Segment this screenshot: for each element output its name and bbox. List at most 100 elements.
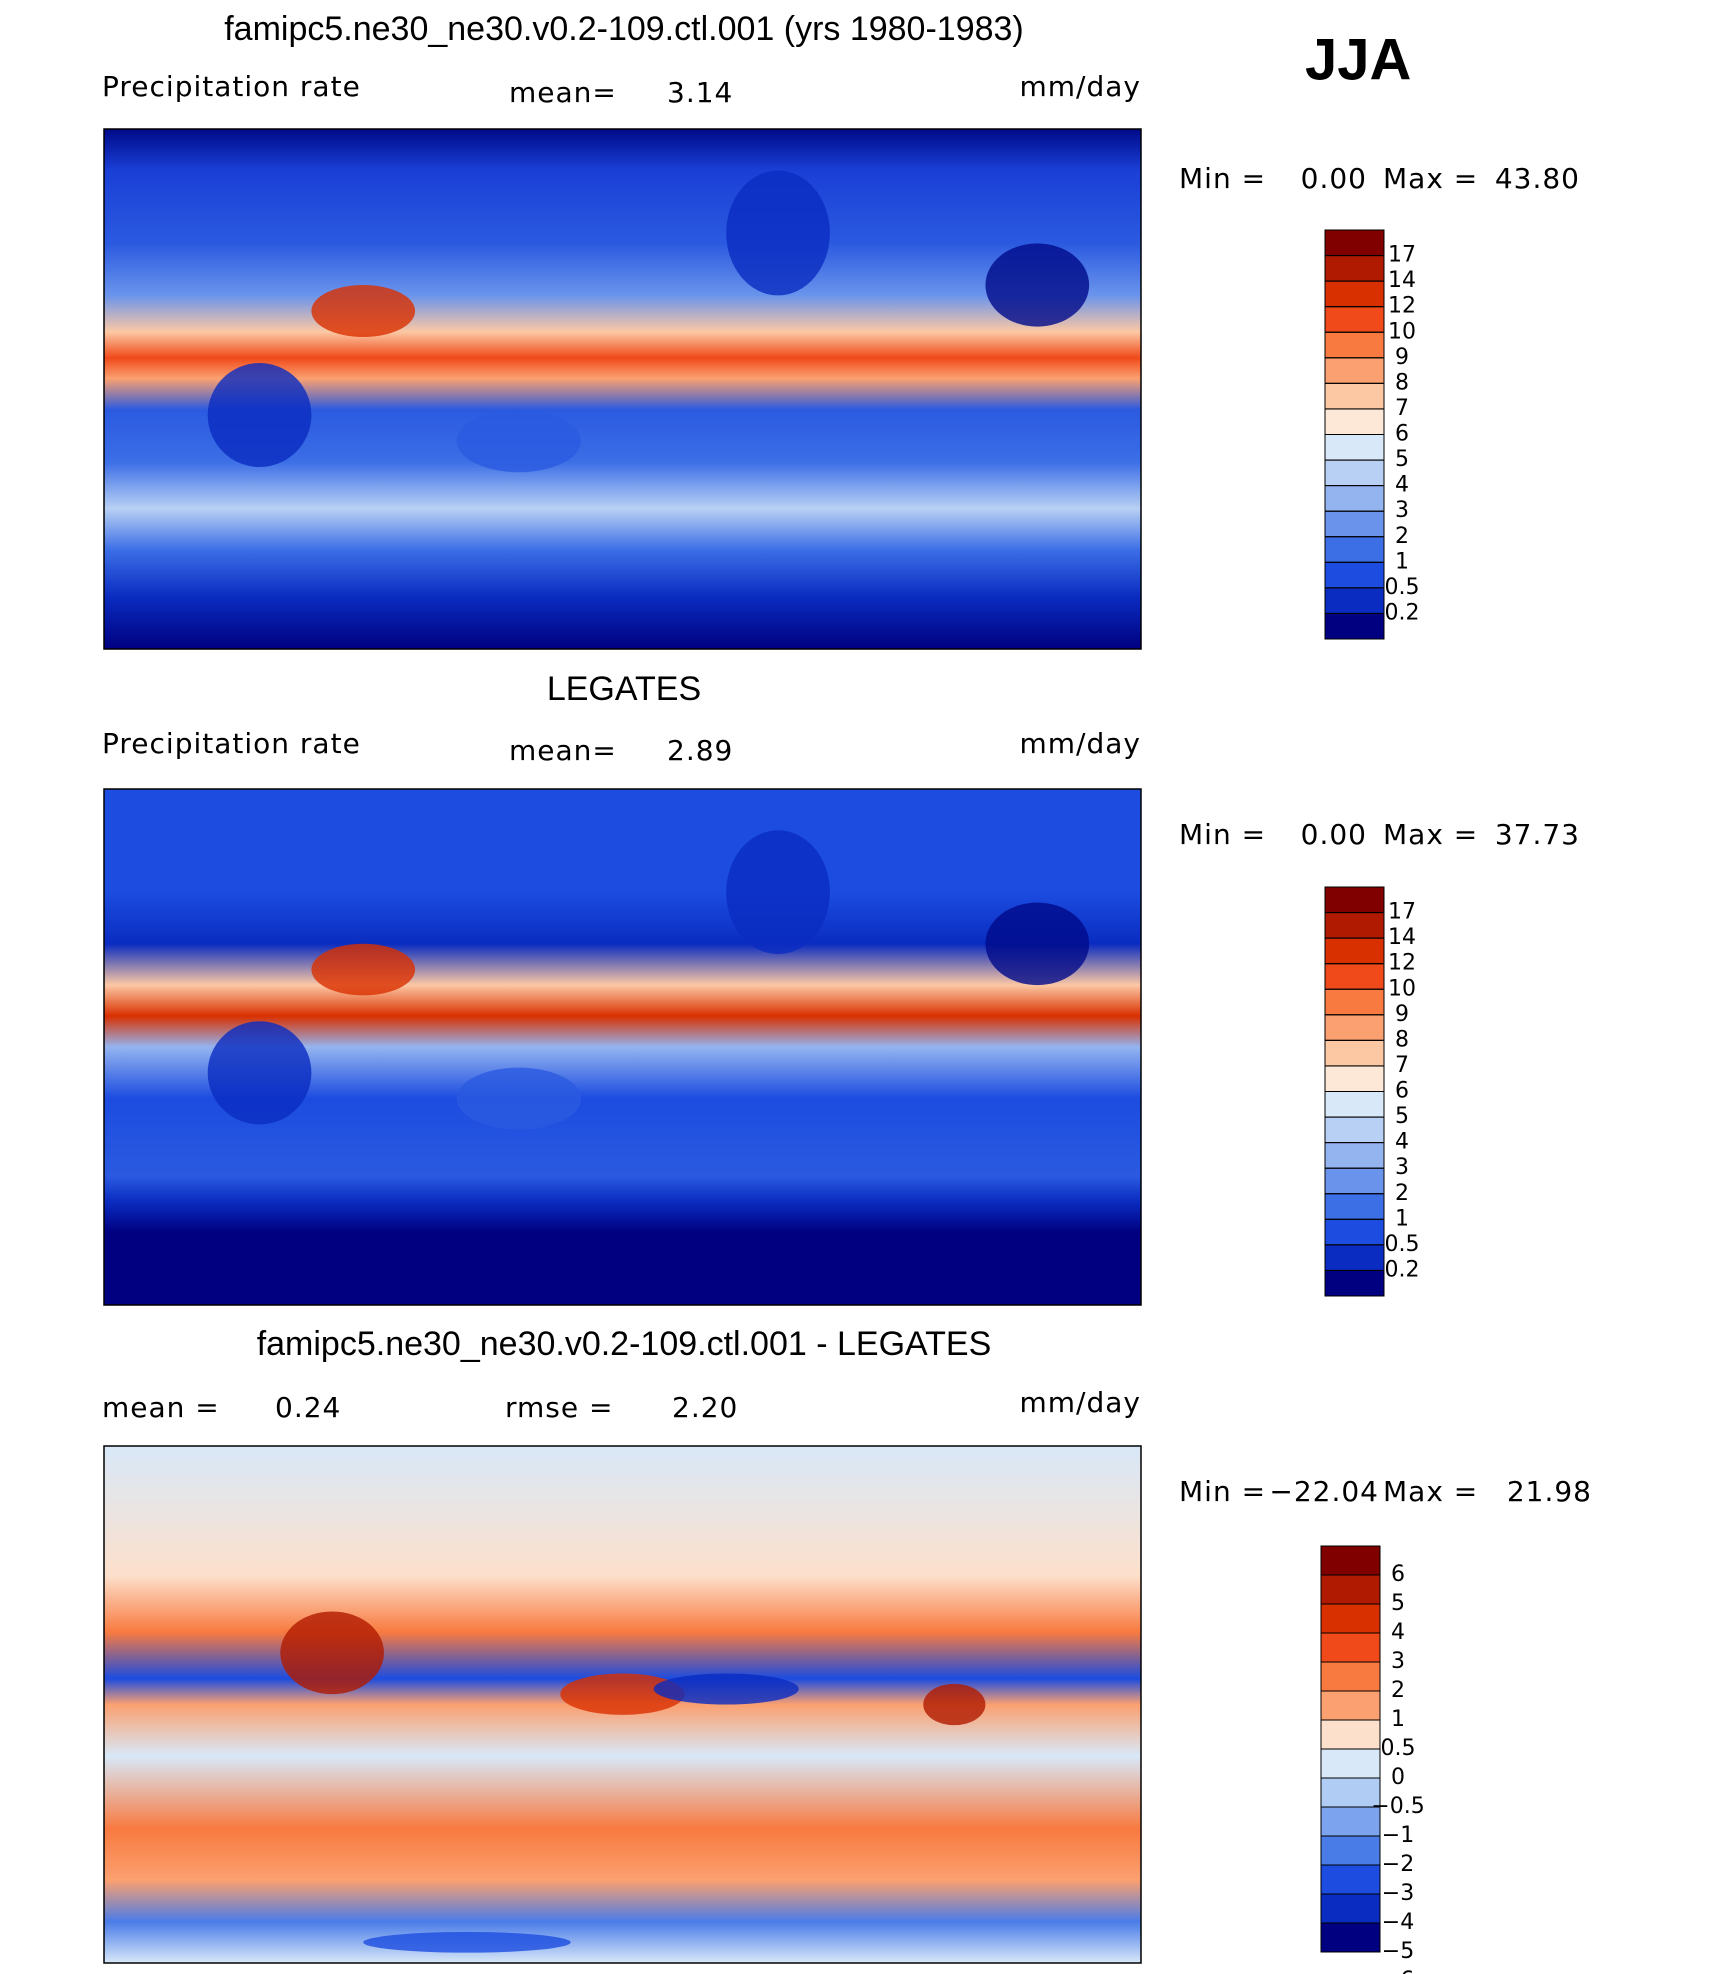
- map-feature: [985, 243, 1090, 327]
- map-frame: [103, 788, 1142, 1306]
- colorbar-label: 6: [1395, 422, 1409, 447]
- colorbar-label: 0.5: [1385, 1232, 1420, 1257]
- colorbar-box: [1324, 1218, 1385, 1246]
- colorbar-box: [1320, 1574, 1381, 1605]
- colorbar-label: 2: [1391, 1678, 1405, 1703]
- min-value: −22.04: [1269, 1475, 1379, 1508]
- left-label: Precipitation rate: [102, 727, 361, 760]
- colorbar-box: [1324, 229, 1385, 257]
- panel-title: LEGATES: [547, 670, 701, 708]
- colorbar-box: [1324, 357, 1385, 384]
- map-feature: [456, 1067, 582, 1130]
- colorbar-box: [1324, 1167, 1385, 1195]
- max-value: 21.98: [1507, 1475, 1592, 1508]
- stat-value: 2.20: [672, 1391, 738, 1424]
- colorbar-label: 5: [1391, 1591, 1405, 1616]
- colorbar-label: −2: [1382, 1852, 1414, 1877]
- map-feature: [207, 363, 312, 467]
- colorbar-box: [1324, 912, 1385, 939]
- stat-label: mean =: [102, 1391, 220, 1424]
- max-label: Max =: [1383, 818, 1478, 851]
- colorbar-box: [1324, 331, 1385, 359]
- colorbar-label: −5: [1382, 1939, 1414, 1964]
- colorbar-label: 17: [1388, 900, 1416, 925]
- colorbar-label: 12: [1388, 294, 1416, 319]
- map-feature: [311, 285, 416, 337]
- colorbar-label: −6: [1382, 1968, 1414, 1974]
- colorbar-box: [1320, 1835, 1381, 1866]
- colorbar-label: 5: [1395, 447, 1409, 472]
- colorbar-box: [1324, 1244, 1385, 1271]
- stat-label: mean=: [509, 734, 617, 767]
- colorbar-box: [1324, 1039, 1385, 1067]
- max-value: 43.80: [1495, 162, 1580, 195]
- colorbar-box: [1324, 1116, 1385, 1144]
- colorbar-box: [1324, 988, 1385, 1016]
- colorbar-label: 4: [1391, 1620, 1405, 1645]
- stat-value: 3.14: [667, 76, 733, 109]
- colorbar-label: 9: [1395, 1002, 1409, 1027]
- colorbar-label: 4: [1395, 1130, 1409, 1155]
- colorbar-box: [1320, 1603, 1381, 1634]
- colorbar-box: [1324, 408, 1385, 435]
- colorbar-label: 9: [1395, 345, 1409, 370]
- colorbar-box: [1324, 280, 1385, 308]
- colorbar-box: [1324, 485, 1385, 512]
- max-value: 37.73: [1495, 818, 1580, 851]
- colorbar-label: 3: [1395, 1155, 1409, 1180]
- colorbar-box: [1320, 1545, 1381, 1576]
- colorbar-box: [1324, 1193, 1385, 1220]
- colorbar-box: [1324, 306, 1385, 333]
- stat-label: mean=: [509, 76, 617, 109]
- colorbar-label: 1: [1395, 1206, 1409, 1231]
- colorbar-box: [1320, 1661, 1381, 1692]
- max-label: Max =: [1383, 1475, 1478, 1508]
- map-feature: [456, 409, 582, 473]
- colorbar-label: −0.5: [1371, 1794, 1424, 1819]
- colorbar-box: [1324, 434, 1385, 461]
- colorbar-box: [1324, 1269, 1385, 1297]
- colorbar-label: 3: [1395, 498, 1409, 523]
- colorbar-box: [1320, 1922, 1381, 1953]
- colorbar-box: [1324, 459, 1385, 487]
- colorbar-label: 14: [1388, 925, 1416, 950]
- colorbar-label: 6: [1391, 1562, 1405, 1587]
- colorbar-label: 6: [1395, 1079, 1409, 1104]
- colorbar-label: 10: [1388, 319, 1416, 344]
- map-feature: [311, 943, 416, 996]
- min-value: 0.00: [1301, 818, 1367, 851]
- colorbar-label: 0: [1391, 1765, 1405, 1790]
- colorbar-box: [1320, 1806, 1381, 1837]
- colorbar-box: [1324, 382, 1385, 410]
- colorbar-box: [1324, 255, 1385, 282]
- colorbar-label: 10: [1388, 976, 1416, 1001]
- colorbar-box: [1324, 886, 1385, 914]
- colorbar-box: [1320, 1864, 1381, 1895]
- colorbar-label: 5: [1395, 1104, 1409, 1129]
- colorbar-label: 1: [1391, 1707, 1405, 1732]
- map-feature: [653, 1673, 799, 1705]
- colorbar-box: [1324, 561, 1385, 589]
- colorbar-label: −3: [1382, 1881, 1414, 1906]
- map-feature: [985, 902, 1090, 986]
- map-feature: [726, 170, 830, 296]
- stat-label: rmse =: [505, 1391, 613, 1424]
- colorbar-label: 7: [1395, 396, 1409, 421]
- colorbar-label: 8: [1395, 1027, 1409, 1052]
- colorbar-label: 2: [1395, 1181, 1409, 1206]
- colorbar-label: 3: [1391, 1649, 1405, 1674]
- map-feature: [923, 1683, 986, 1726]
- map-feature: [560, 1673, 685, 1715]
- colorbar-box: [1324, 510, 1385, 538]
- colorbar-box: [1324, 1014, 1385, 1041]
- stat-value: 0.24: [275, 1391, 341, 1424]
- max-label: Max =: [1383, 162, 1478, 195]
- colorbar-box: [1324, 937, 1385, 965]
- colorbar-box: [1324, 612, 1385, 640]
- colorbar-label: 0.5: [1381, 1736, 1416, 1761]
- min-label: Min =: [1179, 1475, 1266, 1508]
- colorbar-box: [1320, 1893, 1381, 1924]
- colorbar-box: [1324, 963, 1385, 990]
- colorbar-label: 0.5: [1385, 575, 1420, 600]
